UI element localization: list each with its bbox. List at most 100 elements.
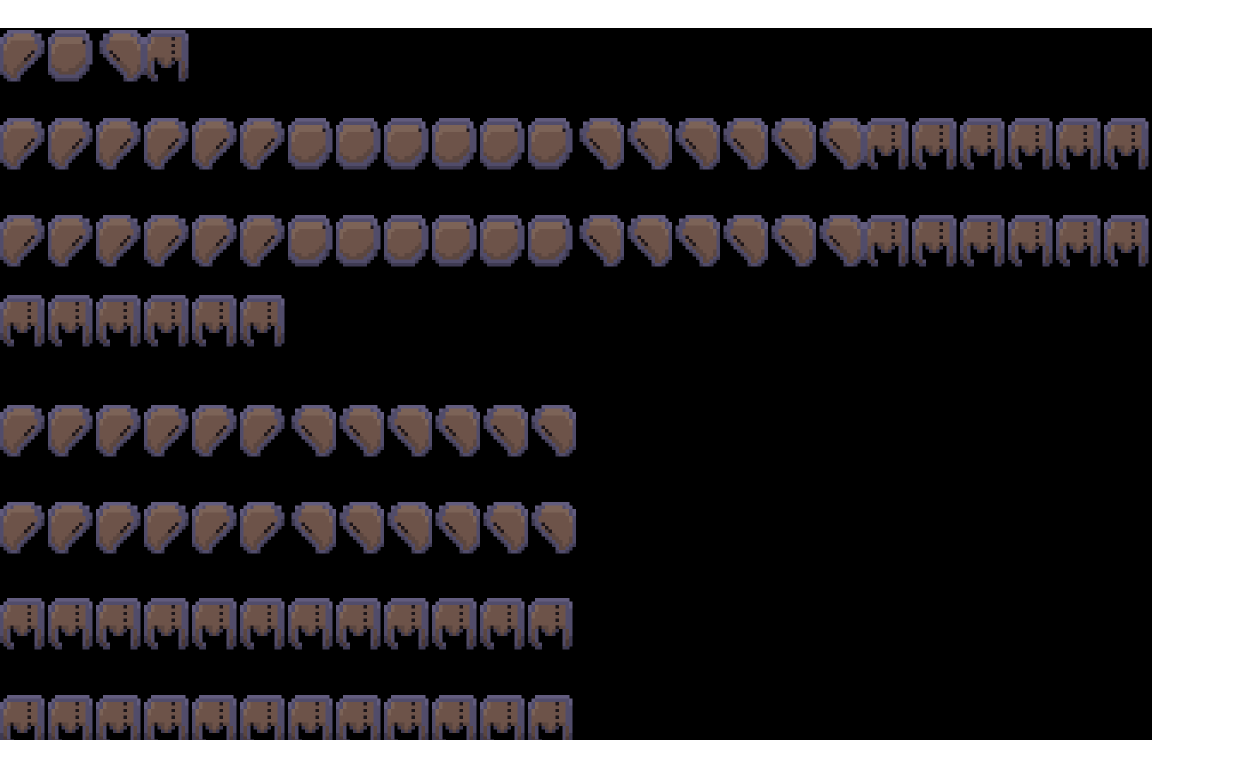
hair-sprite-back xyxy=(48,30,93,82)
hair-sprite-front xyxy=(912,215,957,267)
hair-sprite-side-left xyxy=(240,118,285,170)
hair-sprite-front xyxy=(480,695,525,740)
hair-sprite-side-left xyxy=(48,405,93,457)
hair-sprite-back xyxy=(288,215,333,267)
hair-sprite-side-right xyxy=(339,405,384,457)
hair-sprite-front xyxy=(96,695,141,740)
hair-sprite-side-right xyxy=(99,30,144,82)
hair-sprite-front xyxy=(0,598,45,650)
hair-sprite-front xyxy=(144,695,189,740)
hair-sprite-side-right xyxy=(483,405,528,457)
hair-sprite-front xyxy=(336,695,381,740)
hair-sprite-front xyxy=(1056,118,1101,170)
hair-sprite-front xyxy=(1008,118,1053,170)
hair-sprite-side-right xyxy=(387,405,432,457)
hair-sprite-back xyxy=(480,118,525,170)
hair-sprite-side-right xyxy=(387,502,432,554)
hair-sprite-front xyxy=(528,695,573,740)
hair-sprite-front xyxy=(384,695,429,740)
hair-sprite-back xyxy=(528,118,573,170)
hair-sprite-side-right xyxy=(675,215,720,267)
hair-sprite-side-left xyxy=(144,502,189,554)
hair-sprite-back xyxy=(528,215,573,267)
hair-sprite-side-right xyxy=(771,118,816,170)
hair-sprite-side-left xyxy=(48,215,93,267)
hair-sprite-side-right xyxy=(531,502,576,554)
hair-sprite-side-right xyxy=(435,405,480,457)
hair-sprite-side-left xyxy=(240,502,285,554)
hair-sprite-side-right xyxy=(579,118,624,170)
hair-sprite-side-left xyxy=(48,118,93,170)
hair-sprite-side-left xyxy=(240,405,285,457)
hair-sprite-side-right xyxy=(675,118,720,170)
hair-sprite-front xyxy=(432,598,477,650)
hair-sprite-front xyxy=(864,118,909,170)
sprite-row-6 xyxy=(0,502,576,557)
hair-sprite-side-right xyxy=(483,502,528,554)
hair-sprite-back xyxy=(432,118,477,170)
hair-sprite-front xyxy=(864,215,909,267)
hair-sprite-front xyxy=(960,118,1005,170)
sprite-sheet-canvas xyxy=(0,28,1152,740)
hair-sprite-back xyxy=(336,215,381,267)
hair-sprite-back xyxy=(336,118,381,170)
hair-sprite-front xyxy=(48,295,93,347)
hair-sprite-side-left xyxy=(0,502,45,554)
hair-sprite-front xyxy=(1056,215,1101,267)
hair-sprite-side-left xyxy=(192,215,237,267)
hair-sprite-side-left xyxy=(96,405,141,457)
hair-sprite-front xyxy=(96,598,141,650)
hair-sprite-side-left xyxy=(0,118,45,170)
sprite-row-1 xyxy=(0,30,192,85)
hair-sprite-side-right xyxy=(531,405,576,457)
hair-sprite-side-left xyxy=(48,502,93,554)
hair-sprite-front xyxy=(1104,215,1149,267)
hair-sprite-front xyxy=(288,695,333,740)
hair-sprite-side-left xyxy=(192,502,237,554)
hair-sprite-back xyxy=(288,118,333,170)
hair-sprite-front xyxy=(0,295,45,347)
hair-sprite-front xyxy=(336,598,381,650)
sprite-row-7 xyxy=(0,598,576,653)
hair-sprite-side-left xyxy=(96,215,141,267)
sprite-row-8 xyxy=(0,695,576,740)
hair-sprite-side-left xyxy=(192,405,237,457)
hair-sprite-front xyxy=(1104,118,1149,170)
hair-sprite-side-right xyxy=(291,502,336,554)
hair-sprite-side-right xyxy=(627,215,672,267)
hair-sprite-side-left xyxy=(96,502,141,554)
hair-sprite-side-left xyxy=(144,405,189,457)
hair-sprite-side-left xyxy=(96,118,141,170)
hair-sprite-side-right xyxy=(819,215,864,267)
hair-sprite-front xyxy=(240,598,285,650)
hair-sprite-side-left xyxy=(0,30,45,82)
hair-sprite-side-right xyxy=(579,215,624,267)
hair-sprite-side-left xyxy=(192,118,237,170)
hair-sprite-front xyxy=(384,598,429,650)
hair-sprite-side-left xyxy=(0,215,45,267)
hair-sprite-back xyxy=(480,215,525,267)
hair-sprite-front xyxy=(432,695,477,740)
hair-sprite-side-right xyxy=(723,118,768,170)
hair-sprite-front xyxy=(144,295,189,347)
hair-sprite-front xyxy=(144,598,189,650)
hair-sprite-front xyxy=(48,695,93,740)
hair-sprite-front xyxy=(528,598,573,650)
hair-sprite-back xyxy=(384,118,429,170)
hair-sprite-side-right xyxy=(339,502,384,554)
sprite-row-5 xyxy=(0,405,576,460)
hair-sprite-side-left xyxy=(144,215,189,267)
hair-sprite-front xyxy=(912,118,957,170)
hair-sprite-side-left xyxy=(0,405,45,457)
hair-sprite-side-left xyxy=(144,118,189,170)
hair-sprite-side-right xyxy=(291,405,336,457)
hair-sprite-back xyxy=(432,215,477,267)
hair-sprite-back xyxy=(384,215,429,267)
hair-sprite-front xyxy=(192,295,237,347)
hair-sprite-front xyxy=(0,695,45,740)
sprite-row-3 xyxy=(0,215,1152,270)
hair-sprite-front xyxy=(240,695,285,740)
hair-sprite-side-left xyxy=(240,215,285,267)
hair-sprite-front xyxy=(240,295,285,347)
